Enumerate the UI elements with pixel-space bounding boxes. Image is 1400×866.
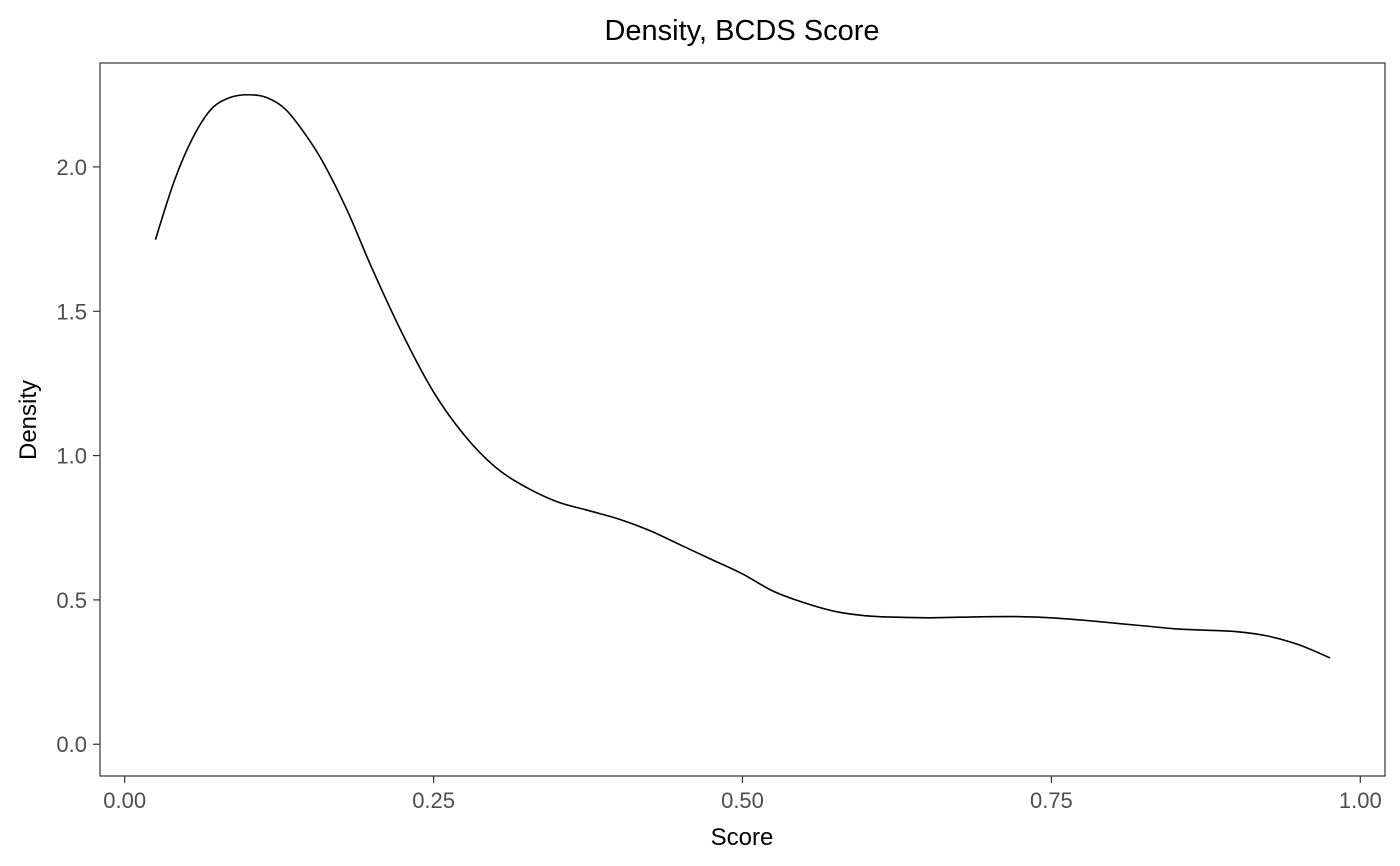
- x-tick-label: 0.00: [103, 788, 146, 813]
- x-tick-label: 1.00: [1339, 788, 1382, 813]
- x-tick-label: 0.25: [412, 788, 455, 813]
- y-axis-title: Density: [15, 380, 42, 460]
- x-axis-title: Score: [711, 824, 774, 851]
- y-tick-label: 1.0: [56, 444, 87, 469]
- plot-panel: [99, 62, 1386, 777]
- x-tick-label: 0.75: [1030, 788, 1073, 813]
- y-axis: 0.0 0.5 1.0 1.5 2.0: [56, 155, 100, 757]
- x-tick-label: 0.50: [721, 788, 764, 813]
- y-tick-label: 2.0: [56, 155, 87, 180]
- y-tick-label: 0.0: [56, 732, 87, 757]
- chart-title: Density, BCDS Score: [604, 15, 879, 47]
- y-tick-label: 0.5: [56, 588, 87, 613]
- y-tick-label: 1.5: [56, 299, 87, 324]
- x-axis: 0.00 0.25 0.50 0.75 1.00: [103, 776, 1382, 813]
- density-line: [154, 93, 1331, 659]
